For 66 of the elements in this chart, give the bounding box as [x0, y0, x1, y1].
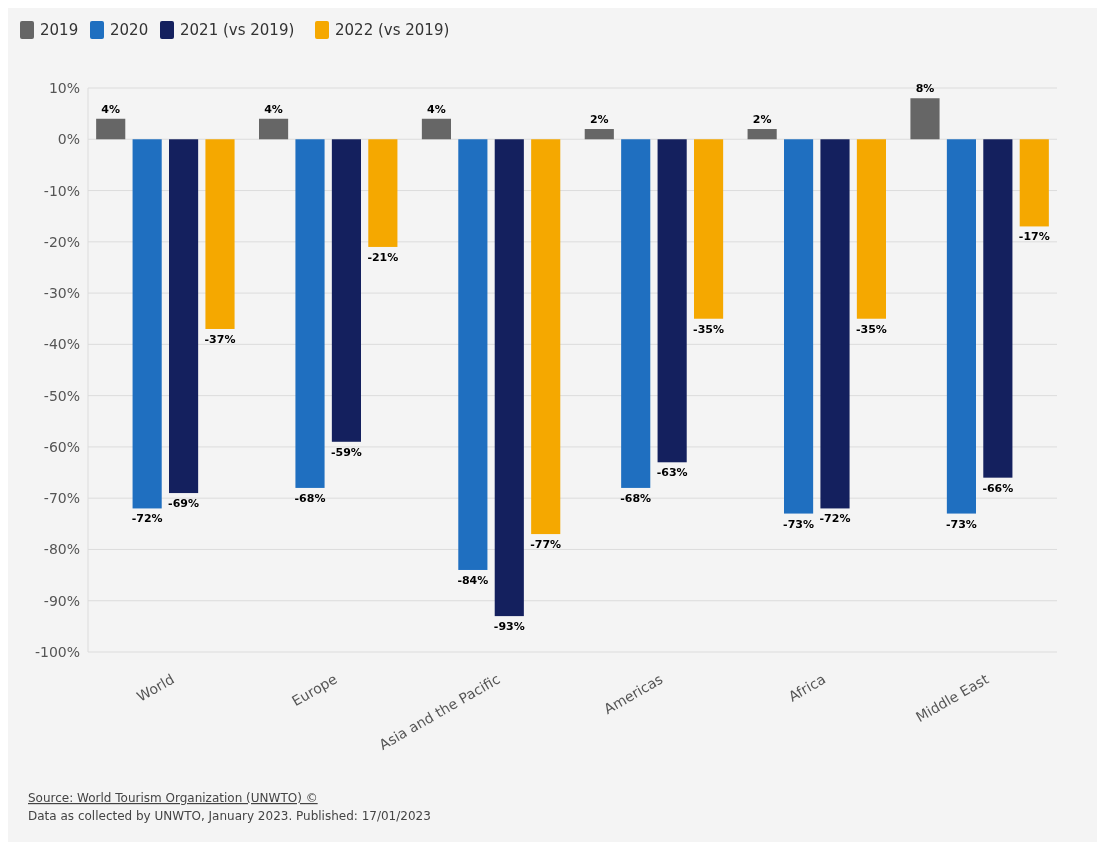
legend-label: 2020: [110, 21, 149, 39]
data-label: -21%: [367, 250, 399, 264]
data-label: -77%: [530, 538, 562, 552]
data-label: -59%: [330, 445, 362, 459]
text: Data as collected by UNWTO, January 2023. Published: 17/01/2023: [28, 809, 431, 823]
source-note: Source: World Tourism Organization (UNWTO) ©: [28, 791, 318, 805]
data-label: -84%: [457, 573, 489, 587]
bar: [983, 139, 1013, 478]
data-label: -17%: [1018, 230, 1050, 244]
y-tick-label: -30%: [43, 285, 80, 302]
bar: [621, 139, 651, 488]
legend-label: 2022 (vs 2019): [335, 21, 450, 39]
y-tick-label: -70%: [43, 490, 80, 507]
data-label: -37%: [204, 332, 236, 346]
bar: [331, 139, 361, 442]
data-label: 4%: [427, 102, 446, 116]
bar: [132, 139, 162, 509]
bar: [820, 139, 850, 509]
legend-label: 2019: [40, 21, 79, 39]
y-tick-label: -90%: [43, 592, 80, 609]
data-label: 8%: [915, 82, 935, 96]
data-label: -72%: [131, 512, 163, 526]
data-label: 2%: [752, 113, 772, 127]
bar: [458, 139, 488, 570]
data-label: -63%: [656, 466, 688, 480]
bar: [747, 129, 777, 140]
bar: [1019, 139, 1049, 227]
bar: [96, 118, 126, 140]
y-tick-label: -80%: [43, 541, 80, 558]
y-tick-label: -20%: [43, 233, 80, 250]
data-label: 2%: [589, 113, 609, 127]
data-label: -72%: [819, 512, 851, 526]
legend-label: 2021 (vs 2019): [180, 21, 295, 39]
data-label: -73%: [945, 517, 977, 531]
bar: [657, 139, 687, 463]
data-label: -68%: [620, 491, 652, 505]
data-label: -35%: [855, 322, 887, 336]
data-label: 4%: [264, 102, 283, 116]
bar: [584, 129, 614, 140]
bar: [421, 118, 451, 140]
bar: [784, 139, 814, 514]
bar: [856, 139, 886, 319]
data-label: -68%: [294, 491, 326, 505]
data-label: 4%: [101, 102, 121, 116]
data-label: -73%: [783, 517, 815, 531]
bar: [205, 139, 235, 329]
bar: [368, 139, 398, 247]
bar: [910, 98, 940, 140]
bar: [494, 139, 524, 617]
data-label: -69%: [168, 497, 200, 511]
y-tick-label: -40%: [43, 336, 80, 353]
bar: [694, 139, 724, 319]
y-tick-label: 10%: [48, 80, 80, 96]
data-label: -66%: [982, 481, 1014, 495]
y-tick-label: -100%: [34, 644, 80, 660]
data-label: -93%: [493, 620, 525, 634]
bar: [169, 139, 199, 494]
data-label: -35%: [693, 322, 725, 336]
y-tick-label: -50%: [43, 387, 80, 404]
y-tick-label: -60%: [43, 438, 80, 455]
bar: [946, 139, 976, 514]
bar: [259, 118, 289, 140]
y-tick-label: -10%: [43, 182, 80, 199]
bar: [531, 139, 561, 535]
y-tick-label: 0%: [57, 131, 80, 148]
bar: [295, 139, 325, 488]
